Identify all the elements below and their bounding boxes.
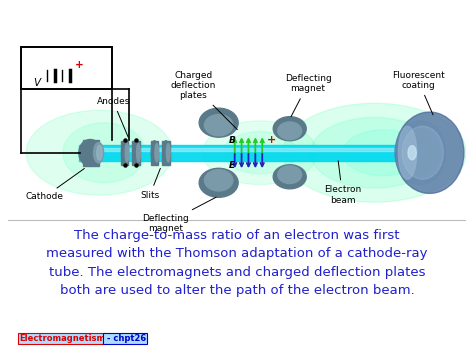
Ellipse shape xyxy=(283,103,466,202)
Ellipse shape xyxy=(79,140,102,166)
Text: +: + xyxy=(267,135,276,145)
Ellipse shape xyxy=(223,132,297,174)
Text: Deflecting
magnet: Deflecting magnet xyxy=(143,197,216,233)
Ellipse shape xyxy=(26,110,173,195)
Text: +: + xyxy=(74,60,83,70)
Ellipse shape xyxy=(97,145,102,160)
Ellipse shape xyxy=(402,126,443,179)
Ellipse shape xyxy=(199,168,238,197)
Ellipse shape xyxy=(408,146,416,160)
Ellipse shape xyxy=(204,170,233,191)
Ellipse shape xyxy=(310,118,439,188)
Text: Charged
deflection
plates: Charged deflection plates xyxy=(171,71,237,130)
Bar xyxy=(79,145,398,160)
Text: - chpt26: - chpt26 xyxy=(104,334,146,343)
Ellipse shape xyxy=(273,117,306,141)
Ellipse shape xyxy=(151,141,158,165)
Ellipse shape xyxy=(278,166,301,184)
Text: Cathode: Cathode xyxy=(26,169,84,201)
Ellipse shape xyxy=(204,115,233,136)
Ellipse shape xyxy=(125,143,129,162)
Ellipse shape xyxy=(137,143,140,162)
Bar xyxy=(83,140,100,166)
Ellipse shape xyxy=(342,130,425,176)
Text: Anodes: Anodes xyxy=(97,97,130,137)
Ellipse shape xyxy=(163,141,169,165)
Ellipse shape xyxy=(273,165,306,189)
Bar xyxy=(79,148,398,151)
Text: The charge-to-mass ratio of an electron was first
measured with the Thomson adap: The charge-to-mass ratio of an electron … xyxy=(46,229,428,297)
Text: E: E xyxy=(229,160,235,170)
Bar xyxy=(162,141,170,165)
Ellipse shape xyxy=(395,112,464,193)
Ellipse shape xyxy=(93,142,104,163)
Ellipse shape xyxy=(398,126,417,179)
Ellipse shape xyxy=(121,141,128,165)
Text: Electromagnetism: Electromagnetism xyxy=(19,334,105,343)
Text: Fluorescent
coating: Fluorescent coating xyxy=(392,71,445,115)
Bar xyxy=(132,141,140,165)
Text: Slits: Slits xyxy=(140,168,160,200)
Bar xyxy=(151,141,158,165)
Ellipse shape xyxy=(166,143,170,162)
Ellipse shape xyxy=(278,122,301,140)
Bar xyxy=(121,141,128,165)
Text: V: V xyxy=(33,77,40,88)
Ellipse shape xyxy=(199,108,238,137)
Ellipse shape xyxy=(133,141,139,165)
Text: Electron
beam: Electron beam xyxy=(324,161,361,205)
Ellipse shape xyxy=(202,121,317,185)
Ellipse shape xyxy=(155,143,159,162)
Text: B: B xyxy=(229,136,236,145)
Ellipse shape xyxy=(63,123,146,183)
Bar xyxy=(20,47,112,89)
Text: Deflecting
magnet: Deflecting magnet xyxy=(285,74,331,117)
Ellipse shape xyxy=(395,121,446,185)
